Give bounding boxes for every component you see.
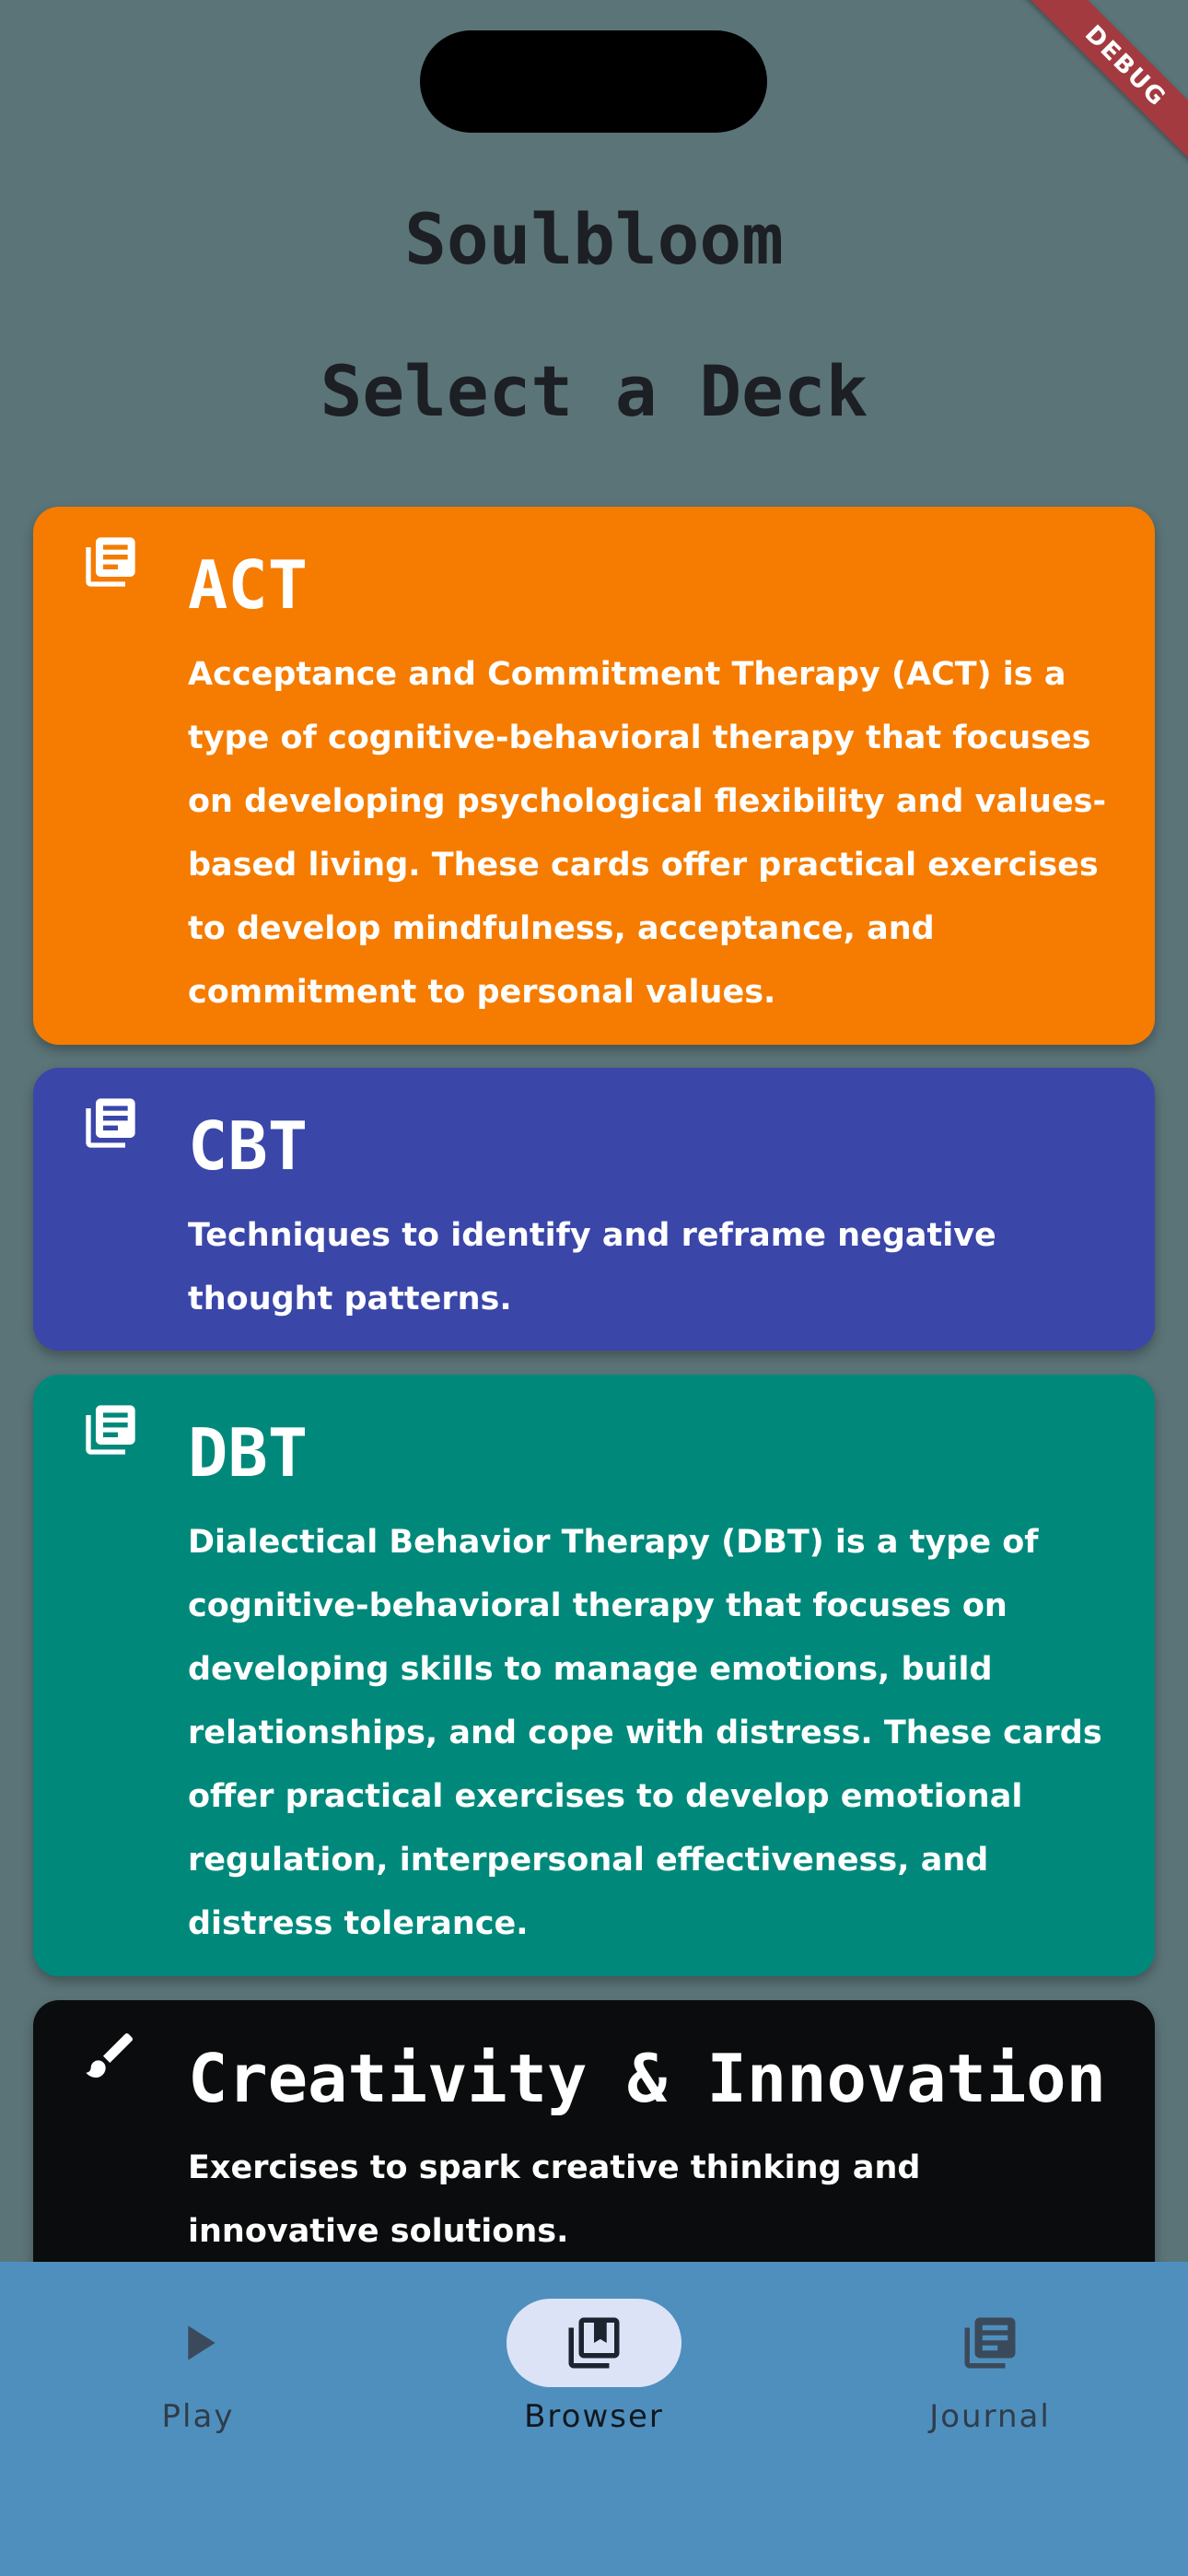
nav-label: Browser bbox=[524, 2398, 664, 2435]
library-books-icon bbox=[964, 2317, 1016, 2369]
deck-title: DBT bbox=[188, 1414, 309, 1492]
nav-icon-container bbox=[903, 2299, 1077, 2387]
app-title: Soulbloom bbox=[404, 198, 784, 280]
nav-icon-container bbox=[111, 2299, 285, 2387]
section-title: Select a Deck bbox=[320, 350, 868, 432]
nav-label: Play bbox=[161, 2398, 235, 2435]
deck-title: Creativity & Innovation bbox=[188, 2040, 1106, 2117]
nav-label: Journal bbox=[929, 2398, 1051, 2435]
debug-banner-container: DEBUG bbox=[1004, 0, 1188, 184]
nav-item-browser[interactable]: Browser bbox=[456, 2299, 732, 2435]
deck-card-cbt[interactable]: CBT Techniques to identify and reframe n… bbox=[33, 1068, 1155, 1351]
deck-description: Techniques to identify and reframe negat… bbox=[188, 1217, 996, 1317]
deck-title: ACT bbox=[188, 546, 309, 624]
nav-active-indicator bbox=[507, 2299, 681, 2387]
bookmarks-icon bbox=[568, 2317, 620, 2369]
library-books-icon bbox=[86, 1098, 135, 1148]
deck-description: Exercises to spark creative thinking and… bbox=[188, 2149, 921, 2250]
deck-description: Acceptance and Commitment Therapy (ACT) … bbox=[188, 656, 1107, 1011]
dynamic-island bbox=[420, 30, 767, 133]
deck-title: CBT bbox=[188, 1107, 309, 1185]
bottom-navigation-bar: Play Browser Journal bbox=[0, 2262, 1188, 2576]
deck-card-act[interactable]: ACT Acceptance and Commitment Therapy (A… bbox=[33, 507, 1155, 1045]
deck-description: Dialectical Behavior Therapy (DBT) is a … bbox=[188, 1524, 1102, 1942]
nav-item-play[interactable]: Play bbox=[60, 2299, 336, 2435]
library-books-icon bbox=[86, 537, 135, 587]
deck-card-creativity[interactable]: Creativity & Innovation Exercises to spa… bbox=[33, 2000, 1155, 2295]
nav-item-journal[interactable]: Journal bbox=[852, 2299, 1128, 2435]
play-icon bbox=[188, 2325, 215, 2360]
library-books-icon bbox=[86, 1405, 135, 1455]
deck-card-dbt[interactable]: DBT Dialectical Behavior Therapy (DBT) i… bbox=[33, 1375, 1155, 1976]
debug-banner: DEBUG bbox=[1013, 0, 1188, 179]
brush-icon bbox=[86, 2032, 134, 2078]
